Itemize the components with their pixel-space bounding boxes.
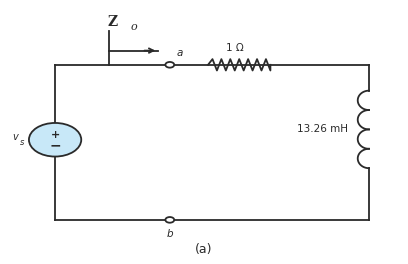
Text: (a): (a) (195, 243, 213, 256)
Text: −: − (49, 138, 61, 152)
Text: 1 Ω: 1 Ω (226, 43, 244, 53)
Text: v: v (12, 132, 18, 142)
Text: b: b (166, 229, 173, 239)
Text: Z: Z (107, 15, 118, 29)
Text: 13.26 mH: 13.26 mH (297, 124, 348, 134)
Text: o: o (130, 22, 137, 32)
Text: a: a (177, 48, 183, 58)
Text: +: + (51, 130, 60, 140)
Circle shape (29, 123, 81, 157)
Text: s: s (20, 138, 24, 147)
Circle shape (165, 62, 174, 68)
Circle shape (165, 217, 174, 223)
